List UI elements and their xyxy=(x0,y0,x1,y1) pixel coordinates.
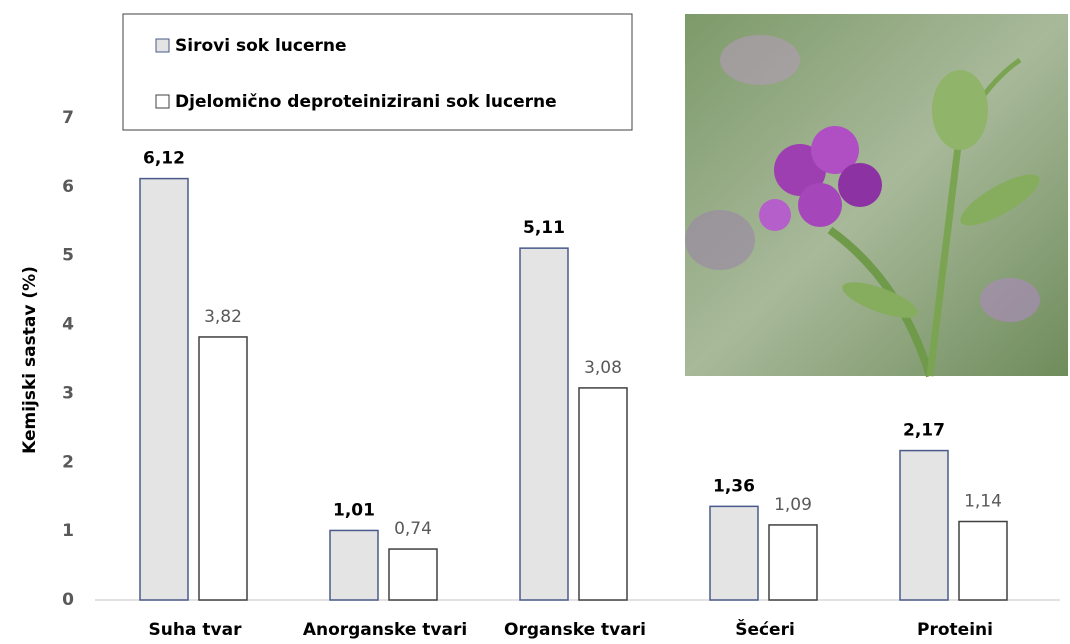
value-label: 3,08 xyxy=(584,358,622,378)
bar xyxy=(710,506,758,600)
bar xyxy=(389,549,437,600)
x-tick-label: Anorganske tvari xyxy=(303,620,467,640)
value-label: 1,01 xyxy=(333,500,375,520)
x-tick-label: Proteini xyxy=(917,620,993,640)
y-tick-label: 1 xyxy=(62,521,74,541)
legend xyxy=(123,14,632,130)
y-tick-label: 3 xyxy=(62,383,74,403)
bar xyxy=(199,337,247,600)
value-label: 5,11 xyxy=(523,218,565,238)
bar xyxy=(769,525,817,600)
legend-label: Sirovi sok lucerne xyxy=(175,36,347,56)
x-tick-label: Organske tvari xyxy=(504,620,646,640)
legend-label: Djelomično deproteinizirani sok lucerne xyxy=(175,92,557,112)
y-tick-label: 0 xyxy=(62,590,74,610)
y-tick-label: 7 xyxy=(62,108,74,128)
value-label: 3,82 xyxy=(204,307,242,327)
bar xyxy=(900,451,948,600)
y-axis-label: Kemijski sastav (%) xyxy=(20,266,40,454)
bar xyxy=(330,530,378,600)
value-label: 2,17 xyxy=(903,421,945,441)
legend-swatch xyxy=(156,95,169,108)
value-label: 1,36 xyxy=(713,476,755,496)
bar xyxy=(579,388,627,600)
value-label: 1,09 xyxy=(774,495,812,515)
bar xyxy=(520,248,568,600)
bar xyxy=(959,522,1007,600)
value-label: 6,12 xyxy=(143,149,185,169)
y-tick-label: 6 xyxy=(62,177,74,197)
legend-swatch xyxy=(156,39,169,52)
value-label: 1,14 xyxy=(964,492,1002,512)
bar xyxy=(140,179,188,600)
y-tick-label: 4 xyxy=(62,315,74,335)
x-tick-label: Suha tvar xyxy=(149,620,243,640)
value-label: 0,74 xyxy=(394,519,432,539)
photo xyxy=(685,14,1068,376)
y-tick-label: 5 xyxy=(62,246,74,266)
y-tick-label: 2 xyxy=(62,452,74,472)
chart: Sirovi sok lucerne Djelomično deproteiniz… xyxy=(0,0,1070,644)
x-tick-label: Šećeri xyxy=(735,618,795,640)
